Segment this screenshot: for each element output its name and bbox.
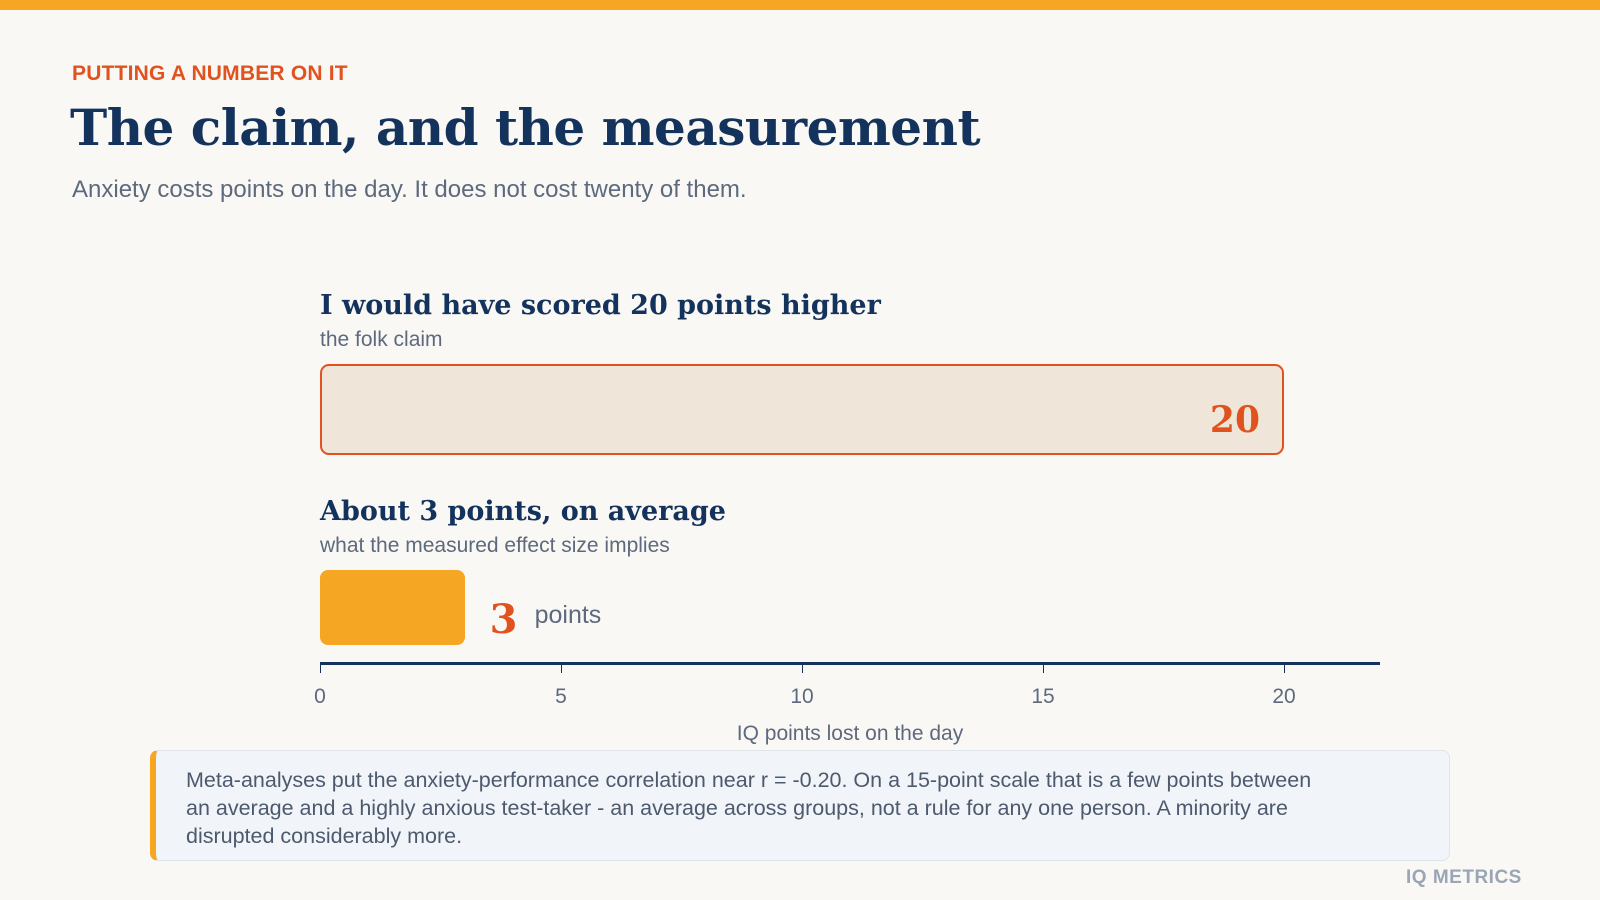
x-axis-tick (1043, 664, 1044, 673)
x-axis-tick-label: 10 (790, 685, 814, 708)
callout-note-text: Meta-analyses put the anxiety-performanc… (186, 768, 1312, 848)
measured-bar-subtitle: what the measured effect size implies (320, 534, 670, 557)
x-axis-tick (561, 664, 562, 673)
claim-bar: 20 (320, 364, 1284, 455)
measured-value-label: 3 (489, 596, 518, 643)
measured-bar-title: About 3 points, on average (320, 496, 726, 527)
top-accent-bar (0, 0, 1600, 10)
claim-value-label: 20 (1209, 399, 1260, 441)
measured-bar (320, 570, 465, 645)
claim-bar-subtitle: the folk claim (320, 328, 443, 351)
page-title: The claim, and the measurement (70, 98, 981, 157)
page-subtitle: Anxiety costs points on the day. It does… (72, 176, 747, 203)
eyebrow-label: PUTTING A NUMBER ON IT (72, 62, 348, 85)
x-axis-tick-label: 5 (555, 685, 567, 708)
x-axis-tick (320, 664, 321, 673)
x-axis-tick-label: 15 (1031, 685, 1055, 708)
x-axis-tick (1284, 664, 1285, 673)
brand-logo: IQ METRICS (1406, 867, 1522, 888)
x-axis-tick-label: 20 (1272, 685, 1296, 708)
x-axis-tick (802, 664, 803, 673)
x-axis-tick-label: 0 (314, 685, 326, 708)
claim-bar-title: I would have scored 20 points higher (320, 290, 881, 321)
x-axis-line (320, 662, 1380, 665)
measured-value-unit: points (534, 601, 602, 629)
callout-note: Meta-analyses put the anxiety-performanc… (150, 750, 1450, 861)
x-axis-label: IQ points lost on the day (736, 722, 964, 745)
